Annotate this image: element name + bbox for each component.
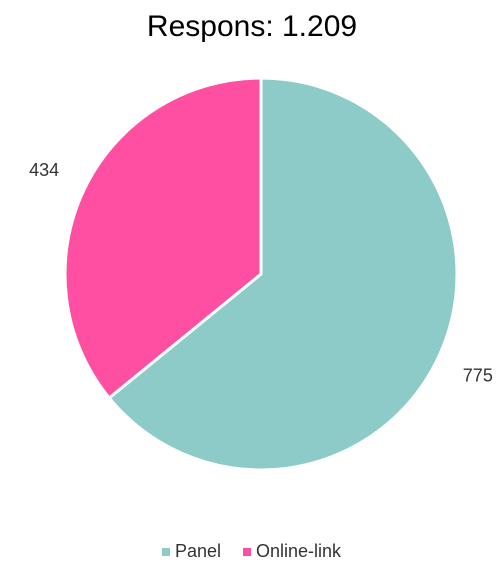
chart-title: Respons: 1.209 <box>147 10 357 43</box>
pie-slice <box>63 76 263 401</box>
legend-swatch <box>243 548 252 556</box>
legend-label: Panel <box>175 541 221 561</box>
data-label: 434 <box>29 160 59 180</box>
data-label: 775 <box>463 366 493 386</box>
legend-swatch <box>161 548 170 556</box>
pie-slice <box>107 76 459 472</box>
legend: Panel Online-link <box>161 541 342 561</box>
legend-label: Online-link <box>256 541 342 561</box>
